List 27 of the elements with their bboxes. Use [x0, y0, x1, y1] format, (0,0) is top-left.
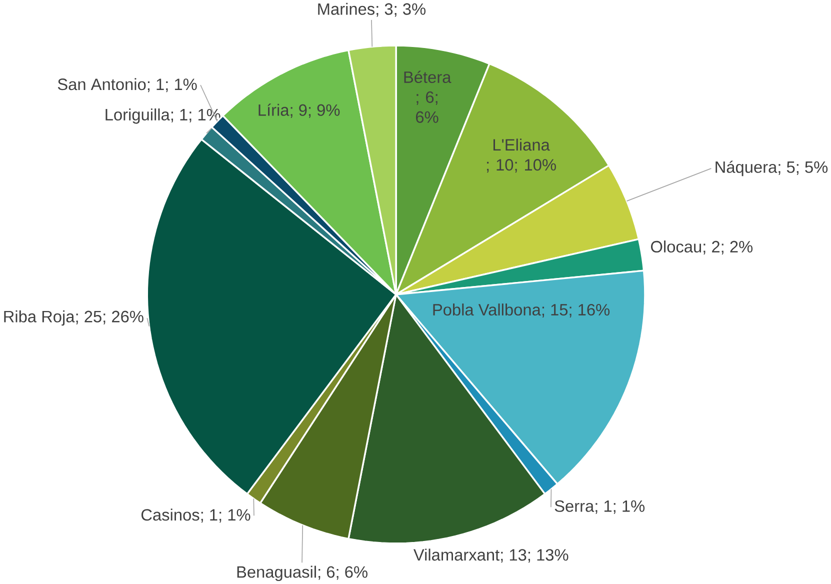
slice-label: L'Eliana [493, 138, 550, 151]
slice-label: Loriguilla [106, 108, 170, 124]
data-label: ; 15; 16% [542, 304, 610, 318]
slice-label: Riba Roja [4, 310, 75, 326]
slice-label: Pobla Vallbona [433, 304, 541, 316]
slice-label: Benaguasil [237, 566, 316, 582]
data-label: ; 1; 1% [596, 500, 645, 514]
slice-label: Líria [258, 104, 290, 116]
data-label: ; 25; 26% [76, 310, 144, 324]
slice-label: Náquera [716, 160, 778, 176]
slice-label: Casinos [141, 508, 200, 521]
slice-label: Olocau [651, 240, 702, 253]
data-label: ; 13; 13% [501, 549, 568, 563]
data-label: ; 6; 6% [318, 566, 368, 580]
data-label: ; 10; 10% [486, 159, 556, 173]
data-label: ; 2; 2% [704, 240, 753, 255]
data-label: ; 9; 9% [290, 104, 340, 118]
data-label: ; 1; 1% [201, 509, 250, 523]
slice-label: Bétera [404, 70, 452, 84]
data-label: ; 1; 1% [148, 78, 197, 92]
data-label: ; 5; 5% [778, 161, 828, 175]
slice-label: Marines [318, 2, 374, 15]
slice-label: Serra [554, 500, 594, 512]
slice-label: San Antonio [58, 78, 146, 90]
data-label: ; 3; 3% [376, 3, 426, 17]
data-label: ; 6; 6% [416, 91, 438, 123]
slice-label: Vilamarxant [413, 548, 500, 561]
